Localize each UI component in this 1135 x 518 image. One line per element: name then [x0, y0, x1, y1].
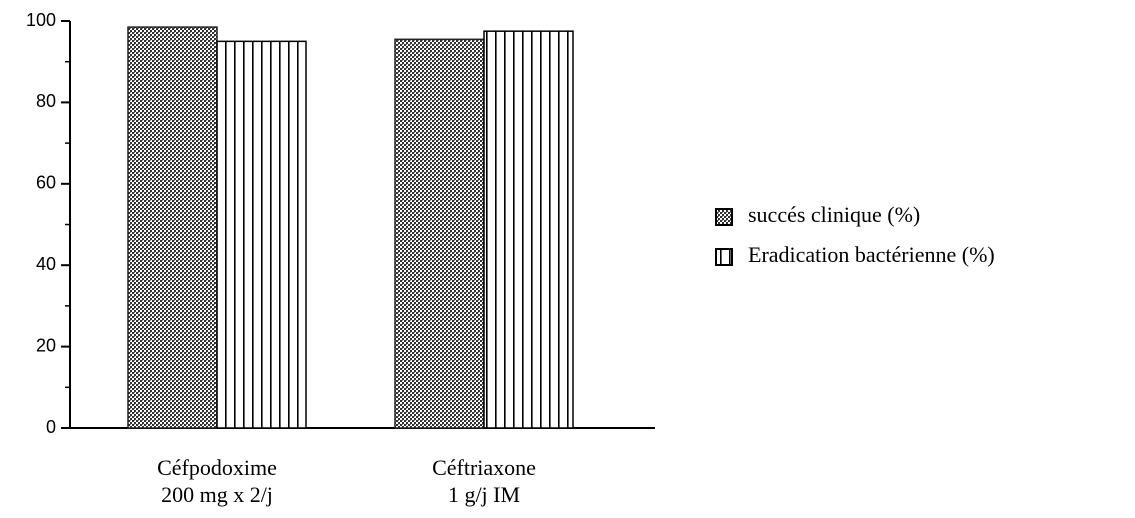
x-tick-label: Céfpodoxime — [157, 455, 277, 480]
y-tick-label: 80 — [36, 91, 56, 111]
bar — [127, 26, 218, 429]
legend-swatch — [715, 208, 733, 226]
bar — [483, 30, 574, 429]
y-tick-label: 40 — [36, 254, 56, 274]
legend-label: Eradication bactérienne (%) — [748, 242, 995, 267]
y-tick-label: 60 — [36, 173, 56, 193]
x-tick-label: 200 mg x 2/j — [161, 482, 273, 507]
x-tick-label: Céftriaxone — [432, 455, 536, 480]
x-tick-label: 1 g/j IM — [448, 482, 520, 507]
y-tick-label: 0 — [46, 417, 56, 437]
legend-label: succés clinique (%) — [748, 202, 920, 227]
y-tick-label: 20 — [36, 335, 56, 355]
bar — [394, 38, 485, 429]
y-tick-label: 100 — [26, 10, 56, 30]
legend-swatch — [715, 248, 733, 266]
bar — [216, 40, 307, 429]
